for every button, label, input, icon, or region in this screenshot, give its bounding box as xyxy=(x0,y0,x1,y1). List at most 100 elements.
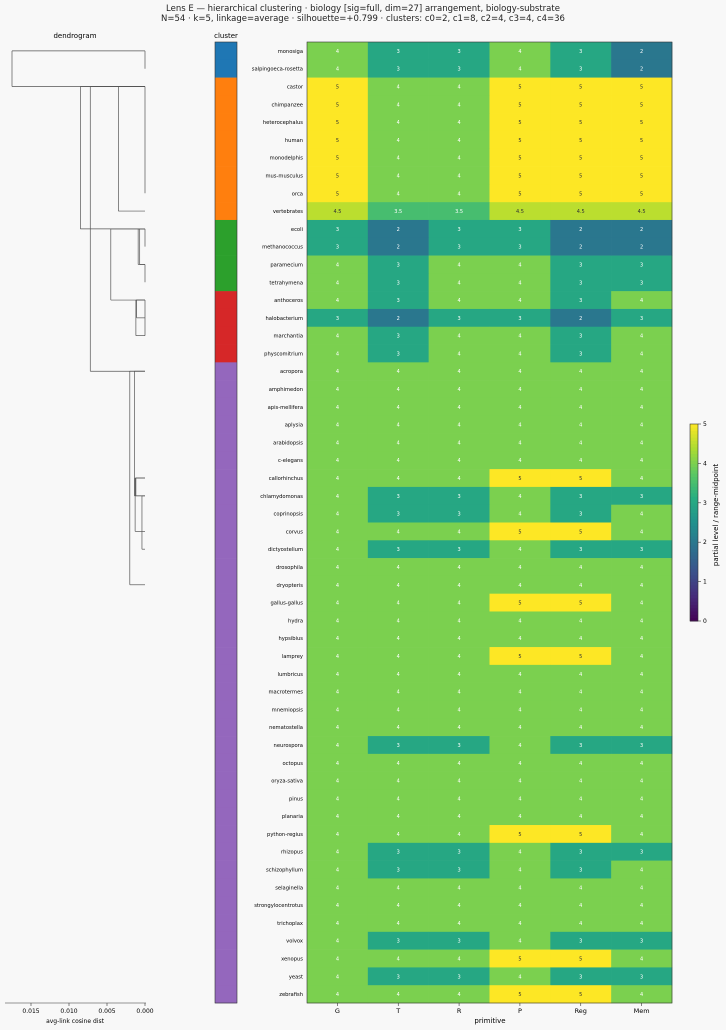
cell-value-label: 4 xyxy=(579,618,582,624)
cell-value-label: 4 xyxy=(457,173,460,179)
heatmap-cell xyxy=(428,362,490,381)
colorbar-segment xyxy=(690,558,698,563)
colorbar-segment xyxy=(690,466,698,471)
cell-value-label: 4 xyxy=(640,334,643,340)
colorbar: 0 1 2 3 4 5 xyxy=(689,421,707,625)
heatmap-cell xyxy=(367,255,429,274)
heatmap-cell xyxy=(611,469,673,488)
cell-value-label: 4 xyxy=(457,84,460,90)
heatmap-cell xyxy=(367,753,429,772)
cell-value-label: 5 xyxy=(336,191,339,197)
cell-value-label: 4 xyxy=(640,387,643,393)
row-label: selaginella xyxy=(275,885,303,891)
heatmap-cell xyxy=(611,184,673,203)
heatmap-cell xyxy=(611,682,673,701)
cell-value-label: 4 xyxy=(640,957,643,963)
heatmap-cell xyxy=(367,647,429,666)
heatmap-cell xyxy=(489,42,551,61)
cell-value-label: 4 xyxy=(518,690,521,696)
cell-value-label: 4 xyxy=(397,191,400,197)
heatmap-cell xyxy=(550,664,612,683)
colorbar-segment xyxy=(690,463,698,468)
cell-value-label: 4 xyxy=(640,369,643,375)
heatmap-cell xyxy=(611,273,673,292)
cell-value-label: 4 xyxy=(336,583,339,589)
colorbar-segment xyxy=(690,446,698,451)
cell-value-label: 5 xyxy=(518,191,521,197)
cell-value-label: 4 xyxy=(336,939,339,945)
cluster-strip-segment xyxy=(215,166,237,185)
cell-value-label: 4 xyxy=(640,405,643,411)
row-label: pinus xyxy=(289,796,303,802)
cell-value-label: 4 xyxy=(336,672,339,678)
heatmap-cell xyxy=(611,77,673,96)
colorbar-segment xyxy=(690,611,698,615)
cell-value-label: 3 xyxy=(640,974,643,980)
heatmap-cell xyxy=(489,736,551,755)
cell-value-label: 4 xyxy=(397,618,400,624)
cell-value-label: 4.5 xyxy=(577,209,585,215)
cell-value-label: 4 xyxy=(640,796,643,802)
colorbar-segment xyxy=(690,525,698,530)
heatmap-cell xyxy=(489,469,551,488)
cell-value-label: 3 xyxy=(397,67,400,73)
heatmap-cell xyxy=(367,789,429,808)
cell-value-label: 3 xyxy=(579,67,582,73)
heatmap-cell xyxy=(428,718,490,737)
cell-value-label: 4 xyxy=(397,173,400,179)
cell-value-label: 3 xyxy=(640,743,643,749)
row-label: human xyxy=(285,138,303,144)
cluster-strip-segment xyxy=(215,504,237,523)
heatmap-cell xyxy=(367,914,429,933)
cell-value-label: 4 xyxy=(336,440,339,446)
heatmap-cell xyxy=(611,433,673,452)
cell-value-label: 4 xyxy=(640,440,643,446)
heatmap-cell xyxy=(307,433,369,452)
row-label: tetrahymena xyxy=(269,280,303,286)
heatmap-cell xyxy=(489,326,551,345)
cluster-strip-segment xyxy=(215,308,237,328)
cell-value-label: 4 xyxy=(457,440,460,446)
heatmap-cell xyxy=(428,469,490,488)
colorbar-tick-label: 4 xyxy=(703,460,707,467)
cell-value-label: 4 xyxy=(457,761,460,767)
heatmap-cell xyxy=(307,558,369,577)
cell-value-label: 5 xyxy=(336,173,339,179)
heatmap-cell xyxy=(307,985,369,1004)
heatmap-cell xyxy=(367,344,429,363)
cell-value-label: 4 xyxy=(640,565,643,571)
cluster-strip-segment xyxy=(215,682,237,701)
heatmap-cell xyxy=(307,77,369,96)
row-label: physcomitrium xyxy=(264,351,303,357)
cell-value-label: 4 xyxy=(397,102,400,108)
heatmap-cell xyxy=(489,825,551,844)
cell-value-label: 5 xyxy=(518,957,521,963)
cell-value-label: 4 xyxy=(518,974,521,980)
heatmap-cell xyxy=(428,255,490,274)
heatmap-cell xyxy=(489,718,551,737)
cell-value-label: 3 xyxy=(397,974,400,980)
cell-value-label: 3 xyxy=(397,280,400,286)
cell-value-label: 5 xyxy=(640,102,643,108)
cluster-strip-segment xyxy=(215,860,237,879)
heatmap-cell xyxy=(428,682,490,701)
cluster-strip-segment xyxy=(215,433,237,452)
colorbar-segment xyxy=(690,538,698,543)
heatmap-cell xyxy=(489,344,551,363)
heatmap-cell xyxy=(611,148,673,167)
heatmap-cell xyxy=(550,202,612,221)
colorbar-segment xyxy=(690,529,698,533)
heatmap-cell xyxy=(489,700,551,719)
heatmap-cell xyxy=(367,42,429,61)
cell-value-label: 4 xyxy=(518,334,521,340)
heatmap-cell xyxy=(550,326,612,345)
cell-value-label: 4 xyxy=(336,743,339,749)
cell-value-label: 4 xyxy=(457,387,460,393)
heatmap-cell xyxy=(307,291,369,310)
cluster-strip-segment xyxy=(215,807,237,826)
cell-value-label: 4 xyxy=(457,707,460,713)
heatmap-cell xyxy=(550,291,612,310)
cell-value-label: 4 xyxy=(640,921,643,927)
cluster-strip-label: cluster xyxy=(214,32,238,40)
cell-value-label: 4 xyxy=(457,814,460,820)
